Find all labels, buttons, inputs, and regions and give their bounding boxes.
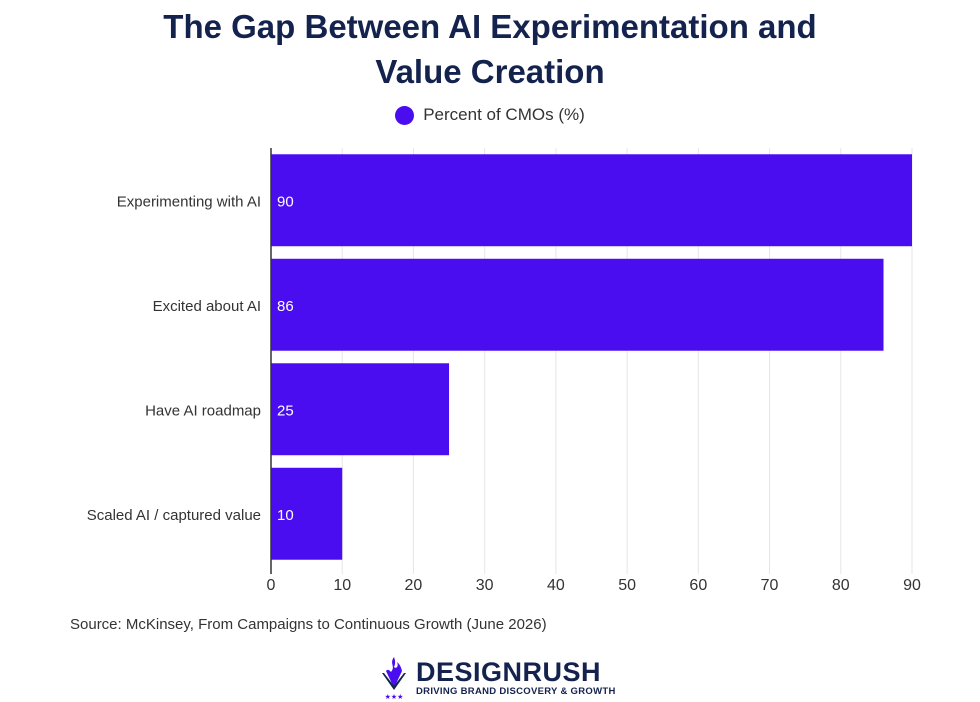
bars: 90 86 25 10 [271, 154, 912, 560]
x-tick-label-80: 80 [832, 577, 850, 594]
chart-title-line-2: Value Creation [375, 53, 605, 90]
x-tick-label-30: 30 [476, 577, 494, 594]
bar-4 [271, 467, 343, 560]
bar-value-label-3: 25 [277, 402, 294, 419]
bar-value-label-4: 10 [277, 507, 294, 524]
bar-1 [271, 154, 912, 247]
axes: 0 10 20 30 40 50 60 70 80 90 Experimenting with AI… [87, 148, 921, 594]
x-tick-label-90: 90 [903, 577, 921, 594]
bar-value-label-1: 90 [277, 193, 294, 210]
category-label-3: Have AI roadmap [145, 402, 261, 419]
chart-title-line-1: The Gap Between AI Experimentation and [163, 8, 817, 45]
logo-tagline: DRIVING BRAND DISCOVERY & GROWTH [416, 686, 616, 697]
x-tick-label-10: 10 [333, 577, 351, 594]
x-tick-label-40: 40 [547, 577, 565, 594]
designrush-logo: ★★★ DESIGNRUSH DRIVING BRAND DISCOVERY &… [380, 655, 616, 701]
category-label-2: Excited about AI [153, 298, 261, 315]
chart-title: The Gap Between AI Experimentation and V… [0, 4, 980, 94]
x-tick-label-20: 20 [405, 577, 423, 594]
bar-value-label-2: 86 [277, 298, 294, 315]
x-tick-label-0: 0 [267, 577, 276, 594]
x-tick-label-60: 60 [689, 577, 707, 594]
svg-text:★★★: ★★★ [385, 693, 404, 701]
legend-swatch [395, 105, 415, 125]
legend-label: Percent of CMOs (%) [423, 105, 585, 124]
category-label-1: Experimenting with AI [117, 193, 261, 210]
designrush-flame-icon: ★★★ [382, 657, 406, 701]
x-tick-label-70: 70 [761, 577, 779, 594]
x-tick-label-50: 50 [618, 577, 636, 594]
bar-2 [271, 258, 884, 351]
logo-name: DESIGNRUSH [416, 657, 602, 687]
category-label-4: Scaled AI / captured value [87, 507, 261, 524]
chart-legend: Percent of CMOs (%) [0, 105, 980, 125]
bar-3 [271, 363, 450, 456]
source-note: Source: McKinsey, From Campaigns to Cont… [70, 616, 547, 633]
